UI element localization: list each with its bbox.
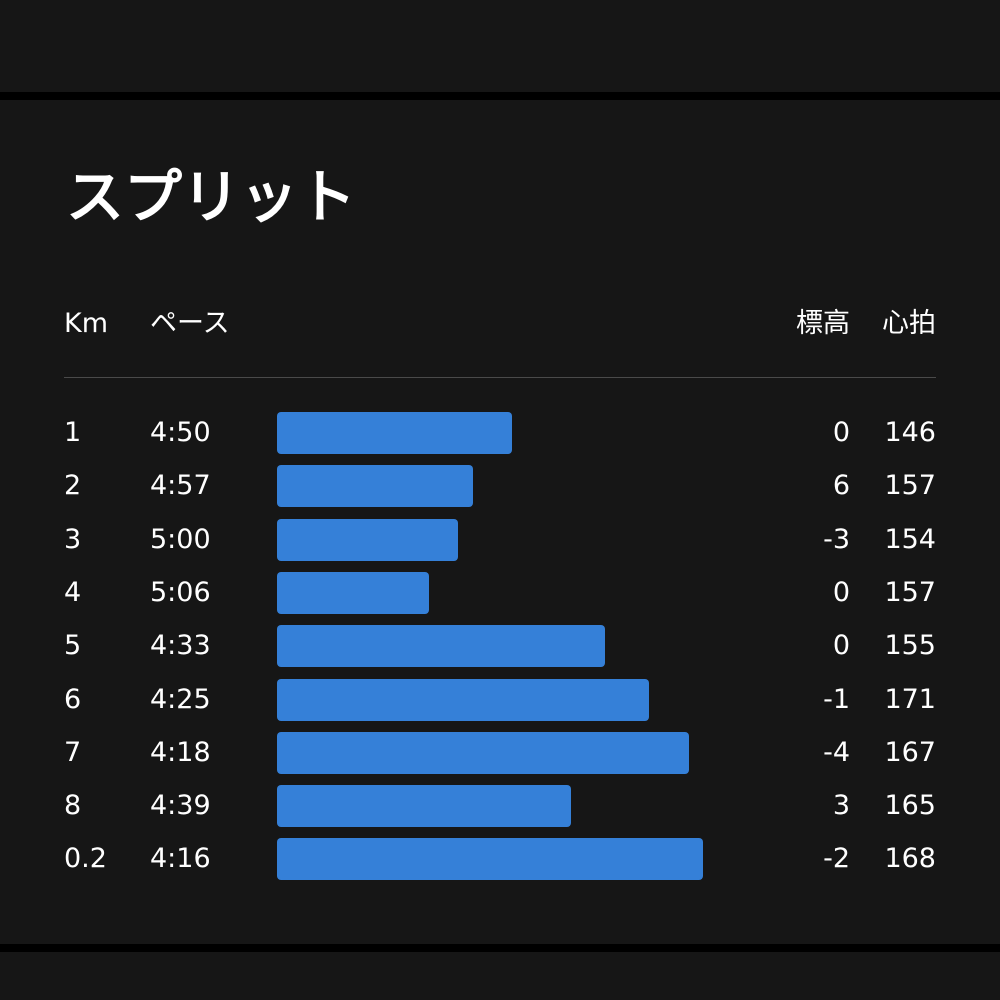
pace-bar xyxy=(277,838,703,881)
split-heart-rate: 146 xyxy=(884,417,936,448)
splits-card: スプリット Km ペース 標高 心拍 1 4:50 0 146 2 4:57 6 157 3 5:… xyxy=(0,100,1000,944)
top-section xyxy=(0,0,1000,92)
split-heart-rate: 155 xyxy=(884,630,936,662)
pace-bar xyxy=(277,412,512,454)
column-header-heart-rate: 心拍 xyxy=(882,308,936,339)
split-heart-rate: 171 xyxy=(884,683,936,715)
split-row: 8 4:39 3 165 xyxy=(0,784,1000,828)
page-title: スプリット xyxy=(66,163,357,231)
pace-bar xyxy=(277,571,429,614)
split-heart-rate: 157 xyxy=(884,470,936,502)
split-heart-rate: 165 xyxy=(884,790,936,822)
split-row: 7 4:18 -4 167 xyxy=(0,731,1000,775)
split-elevation: -2 xyxy=(823,843,850,875)
split-row: 5 4:33 0 155 xyxy=(0,624,1000,668)
split-elevation: 3 xyxy=(832,790,850,822)
pace-bar xyxy=(277,518,458,561)
split-km: 6 xyxy=(64,683,82,715)
pace-bar xyxy=(277,465,473,508)
split-km: 4 xyxy=(64,576,82,608)
split-pace: 4:50 xyxy=(150,417,211,448)
split-pace: 4:16 xyxy=(150,843,211,875)
split-row: 0.2 4:16 -2 168 xyxy=(0,837,1000,881)
pace-bar xyxy=(277,785,571,828)
pace-bar xyxy=(277,731,689,774)
split-elevation: 0 xyxy=(832,576,850,608)
split-elevation: -4 xyxy=(823,736,850,768)
split-elevation: 0 xyxy=(832,417,850,448)
split-km: 8 xyxy=(64,790,82,822)
split-row: 1 4:50 0 146 xyxy=(0,411,1000,455)
split-km: 7 xyxy=(64,736,82,768)
split-km: 2 xyxy=(64,470,82,502)
column-header-km: Km xyxy=(64,308,109,339)
split-elevation: -3 xyxy=(823,523,850,555)
split-km: 0.2 xyxy=(64,843,107,875)
split-pace: 4:25 xyxy=(150,683,211,715)
split-row: 2 4:57 6 157 xyxy=(0,464,1000,508)
split-heart-rate: 154 xyxy=(884,523,936,555)
split-elevation: 6 xyxy=(832,470,850,502)
split-elevation: -1 xyxy=(823,683,850,715)
split-km: 1 xyxy=(64,417,82,448)
split-pace: 4:39 xyxy=(150,790,211,822)
split-pace: 4:18 xyxy=(150,736,211,768)
split-km: 3 xyxy=(64,523,82,555)
split-heart-rate: 168 xyxy=(884,843,936,875)
header-divider xyxy=(64,377,936,378)
split-row: 6 4:25 -1 171 xyxy=(0,678,1000,722)
pace-bar xyxy=(277,625,605,668)
split-pace: 5:00 xyxy=(150,523,211,555)
bottom-section xyxy=(0,952,1000,1000)
split-pace: 4:33 xyxy=(150,630,211,662)
column-header-elevation: 標高 xyxy=(796,308,850,339)
split-row: 4 5:06 0 157 xyxy=(0,571,1000,615)
split-km: 5 xyxy=(64,630,82,662)
column-header-pace: ペース xyxy=(150,308,230,339)
split-pace: 5:06 xyxy=(150,576,211,608)
split-pace: 4:57 xyxy=(150,470,211,502)
split-heart-rate: 157 xyxy=(884,576,936,608)
split-heart-rate: 167 xyxy=(884,736,936,768)
split-elevation: 0 xyxy=(832,630,850,662)
pace-bar xyxy=(277,678,649,721)
split-row: 3 5:00 -3 154 xyxy=(0,518,1000,562)
